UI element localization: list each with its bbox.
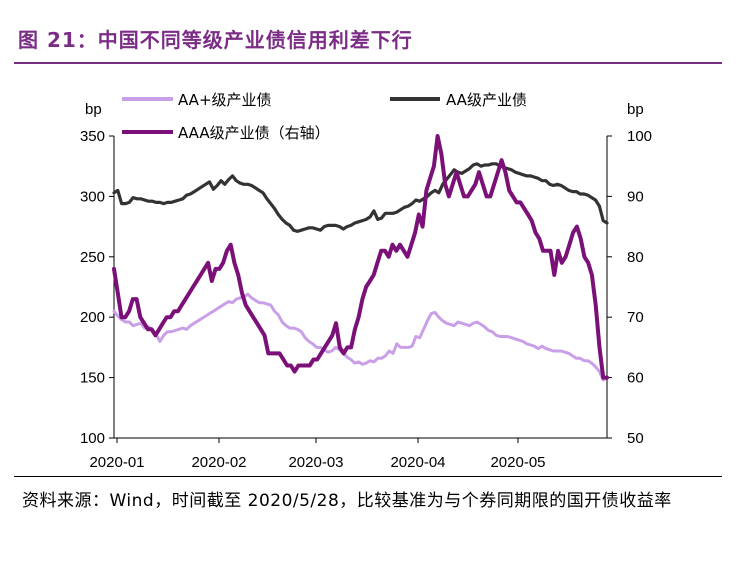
- right-tick-label: 100: [627, 128, 652, 145]
- series-line-aaa: [112, 134, 609, 380]
- right-axis-unit: bp: [627, 101, 644, 118]
- left-axis-unit: bp: [85, 101, 102, 118]
- legend-label-aaa: AAA级产业债（右轴）: [178, 124, 330, 142]
- legend-label-aa-plus: AA+级产业债: [178, 91, 272, 109]
- left-tick-label: 250: [80, 249, 105, 266]
- left-tick-label: 200: [80, 309, 105, 326]
- x-tick-label: 2020-03: [288, 454, 343, 471]
- title-rule: [14, 62, 722, 64]
- x-tick-label: 2020-04: [390, 454, 445, 471]
- right-tick-label: 70: [627, 309, 644, 326]
- left-tick-label: 350: [80, 128, 105, 145]
- credit-spread-chart: 100 150 200 250 300 350 50 60 70 80 90 100 bp bp 2020-…: [80, 91, 652, 471]
- series-line-aa-plus: [112, 292, 609, 382]
- series-line-aa: [112, 162, 609, 233]
- figure-title: 图 21：中国不同等级产业债信用利差下行: [18, 28, 413, 52]
- right-tick-label: 80: [627, 249, 644, 266]
- source-rule: [14, 476, 722, 477]
- left-tick-label: 100: [80, 430, 105, 447]
- chart-axes: 100 150 200 250 300 350 50 60 70 80 90 100 bp bp 2020-…: [80, 101, 652, 471]
- chart-legend: AA+级产业债 AA级产业债 AAA级产业债（右轴）: [122, 91, 527, 142]
- legend-label-aa: AA级产业债: [446, 91, 527, 109]
- right-tick-label: 60: [627, 370, 644, 387]
- chart-series: [112, 134, 609, 382]
- left-tick-label: 150: [80, 370, 105, 387]
- x-tick-label: 2020-01: [89, 454, 144, 471]
- source-note: 资料来源：Wind，时间截至 2020/5/28，比较基准为与个券同期限的国开债…: [22, 491, 672, 511]
- left-tick-label: 300: [80, 188, 105, 205]
- x-tick-label: 2020-02: [191, 454, 246, 471]
- right-tick-label: 50: [627, 430, 644, 447]
- x-tick-label: 2020-05: [490, 454, 545, 471]
- right-tick-label: 90: [627, 188, 644, 205]
